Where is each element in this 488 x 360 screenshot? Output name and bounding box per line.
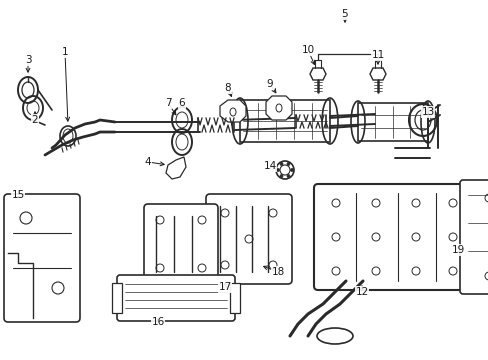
Ellipse shape xyxy=(286,162,289,166)
Ellipse shape xyxy=(276,168,279,171)
Text: 8: 8 xyxy=(224,83,231,93)
Ellipse shape xyxy=(280,162,283,166)
Text: 6: 6 xyxy=(178,98,185,108)
Text: 10: 10 xyxy=(301,45,314,55)
Bar xyxy=(240,100,329,142)
Text: 18: 18 xyxy=(271,267,284,277)
Text: 15: 15 xyxy=(11,190,24,200)
Text: 16: 16 xyxy=(151,317,164,327)
Text: 13: 13 xyxy=(421,107,434,117)
FancyBboxPatch shape xyxy=(205,194,291,284)
Bar xyxy=(229,283,240,313)
FancyBboxPatch shape xyxy=(313,184,471,290)
Text: 12: 12 xyxy=(355,287,368,297)
FancyBboxPatch shape xyxy=(117,275,235,321)
FancyBboxPatch shape xyxy=(143,204,218,284)
Polygon shape xyxy=(309,68,325,80)
Text: 5: 5 xyxy=(341,9,347,19)
Text: 9: 9 xyxy=(266,79,273,89)
Text: 14: 14 xyxy=(263,161,276,171)
Text: 4: 4 xyxy=(144,157,151,167)
Text: 19: 19 xyxy=(450,245,464,255)
Polygon shape xyxy=(369,68,385,80)
Text: 1: 1 xyxy=(61,47,68,57)
Bar xyxy=(112,283,122,313)
Text: 3: 3 xyxy=(24,55,31,65)
Text: 7: 7 xyxy=(164,98,171,108)
Bar xyxy=(357,103,427,141)
FancyBboxPatch shape xyxy=(4,194,80,322)
Text: 11: 11 xyxy=(370,50,384,60)
Ellipse shape xyxy=(280,175,283,177)
Polygon shape xyxy=(165,157,185,179)
Ellipse shape xyxy=(290,168,293,171)
Ellipse shape xyxy=(286,175,289,177)
Text: 2: 2 xyxy=(32,115,38,125)
Polygon shape xyxy=(265,96,291,120)
Polygon shape xyxy=(220,100,245,122)
Text: 17: 17 xyxy=(218,282,231,292)
FancyBboxPatch shape xyxy=(459,180,488,294)
